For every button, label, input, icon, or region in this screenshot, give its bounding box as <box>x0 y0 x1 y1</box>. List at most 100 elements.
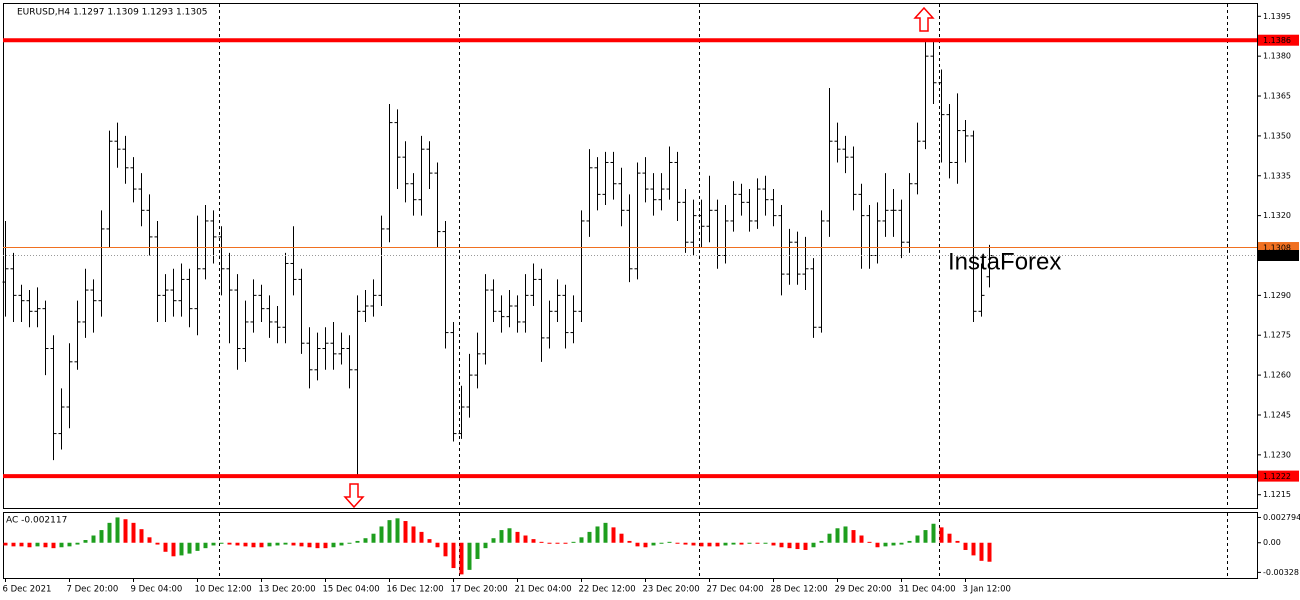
ac-bar <box>443 542 448 557</box>
ac-bar <box>507 528 512 543</box>
ac-bar <box>547 542 552 544</box>
level-label-box <box>1258 250 1299 261</box>
y-tick-label: 1.1320 <box>1263 211 1291 220</box>
ac-bar <box>467 542 472 570</box>
ac-bar <box>851 530 856 543</box>
ac-bar <box>371 533 376 543</box>
ac-bar <box>843 526 848 543</box>
ac-bar <box>603 522 608 543</box>
ac-bar <box>523 535 528 543</box>
ac-bar <box>643 542 648 548</box>
x-tick-label: 31 Dec 04:00 <box>899 585 956 595</box>
ac-bar <box>259 542 264 548</box>
ac-bar <box>355 540 360 543</box>
ac-bar <box>899 542 904 545</box>
ac-bar <box>947 533 952 543</box>
ac-bar <box>779 542 784 548</box>
ac-bar <box>715 542 720 547</box>
ac-bar <box>251 542 256 548</box>
ac-bar <box>187 542 192 554</box>
down-arrow <box>343 483 365 509</box>
x-tick-label: 13 Dec 20:00 <box>259 585 316 595</box>
ac-bar <box>211 542 216 546</box>
y-tick-label: 1.1290 <box>1263 291 1291 300</box>
x-tick-label: 28 Dec 12:00 <box>771 585 828 595</box>
y-tick-label: 1.1275 <box>1263 331 1291 340</box>
ac-bar <box>27 542 32 548</box>
y-tick-label: 1.1395 <box>1263 12 1291 21</box>
ac-bar <box>19 542 24 547</box>
ac-bar <box>227 542 232 545</box>
ac-bar <box>195 542 200 551</box>
level-label: 1.1308 <box>1263 244 1291 253</box>
ac-bar <box>323 542 328 549</box>
ac-bar <box>803 542 808 550</box>
ac-bar <box>315 542 320 549</box>
ac-bar <box>275 542 280 546</box>
ac-bar <box>979 542 984 561</box>
ac-bar <box>395 518 400 543</box>
level-label-box <box>1258 470 1299 482</box>
ac-bar <box>571 541 576 543</box>
x-tick-label: 27 Dec 04:00 <box>707 585 764 595</box>
ac-bar <box>883 542 888 547</box>
ac-bar <box>131 522 136 543</box>
ac-bar <box>539 541 544 543</box>
ac-bar <box>451 542 456 569</box>
ac-bar <box>755 542 760 544</box>
ac-bar <box>99 530 104 543</box>
ac-bar <box>347 542 352 544</box>
up-arrow <box>913 6 935 32</box>
ac-bar <box>827 533 832 543</box>
ac-bar <box>339 542 344 546</box>
ac-bar <box>427 539 432 543</box>
ac-bar <box>739 542 744 545</box>
level-label: 1.1222 <box>1263 472 1291 481</box>
ac-bar <box>51 542 56 549</box>
y-tick-label: -0.00328 <box>1263 568 1299 577</box>
indicator-title: AC -0.002117 <box>6 516 67 526</box>
ac-bar <box>291 542 296 546</box>
ac-bar <box>331 542 336 548</box>
ac-bar <box>91 535 96 543</box>
ac-bar <box>683 542 688 545</box>
ac-bar <box>267 542 272 547</box>
x-tick-label: 9 Dec 04:00 <box>131 585 183 595</box>
ac-bar <box>619 533 624 543</box>
ac-bar <box>907 540 912 543</box>
x-tick-label: 3 Jan 12:00 <box>963 585 1011 595</box>
ac-bar <box>171 542 176 557</box>
level-label: 1.1305 <box>1263 252 1291 261</box>
y-tick-label: 1.1380 <box>1263 52 1291 61</box>
ac-bar <box>411 526 416 543</box>
ac-bar <box>179 542 184 556</box>
ac-bar <box>955 540 960 543</box>
ac-bar <box>499 530 504 543</box>
x-tick-label: 10 Dec 12:00 <box>195 585 252 595</box>
indicator-panel <box>3 512 1258 579</box>
ac-bar <box>635 542 640 547</box>
ac-bar <box>763 542 768 544</box>
ac-bar <box>651 542 656 546</box>
ac-bar <box>939 527 944 543</box>
ac-bar <box>243 542 248 547</box>
ac-bar <box>459 542 464 575</box>
ac-bar <box>579 537 584 543</box>
ac-bar <box>115 517 120 543</box>
ac-bar <box>307 542 312 548</box>
ac-bar <box>811 542 816 548</box>
x-tick-label: 15 Dec 04:00 <box>323 585 380 595</box>
ac-bar <box>915 535 920 543</box>
x-tick-label: 29 Dec 20:00 <box>835 585 892 595</box>
ac-bar <box>891 542 896 546</box>
ac-bar <box>659 542 664 544</box>
ac-bar <box>3 542 8 546</box>
y-tick-label: 0.00 <box>1263 538 1281 547</box>
y-tick-label: 0.002794 <box>1263 513 1300 522</box>
y-tick-label: 1.1215 <box>1263 490 1291 499</box>
ac-bar <box>707 542 712 547</box>
ac-bar <box>283 542 288 545</box>
ac-bar <box>867 541 872 543</box>
ac-bar <box>387 520 392 543</box>
